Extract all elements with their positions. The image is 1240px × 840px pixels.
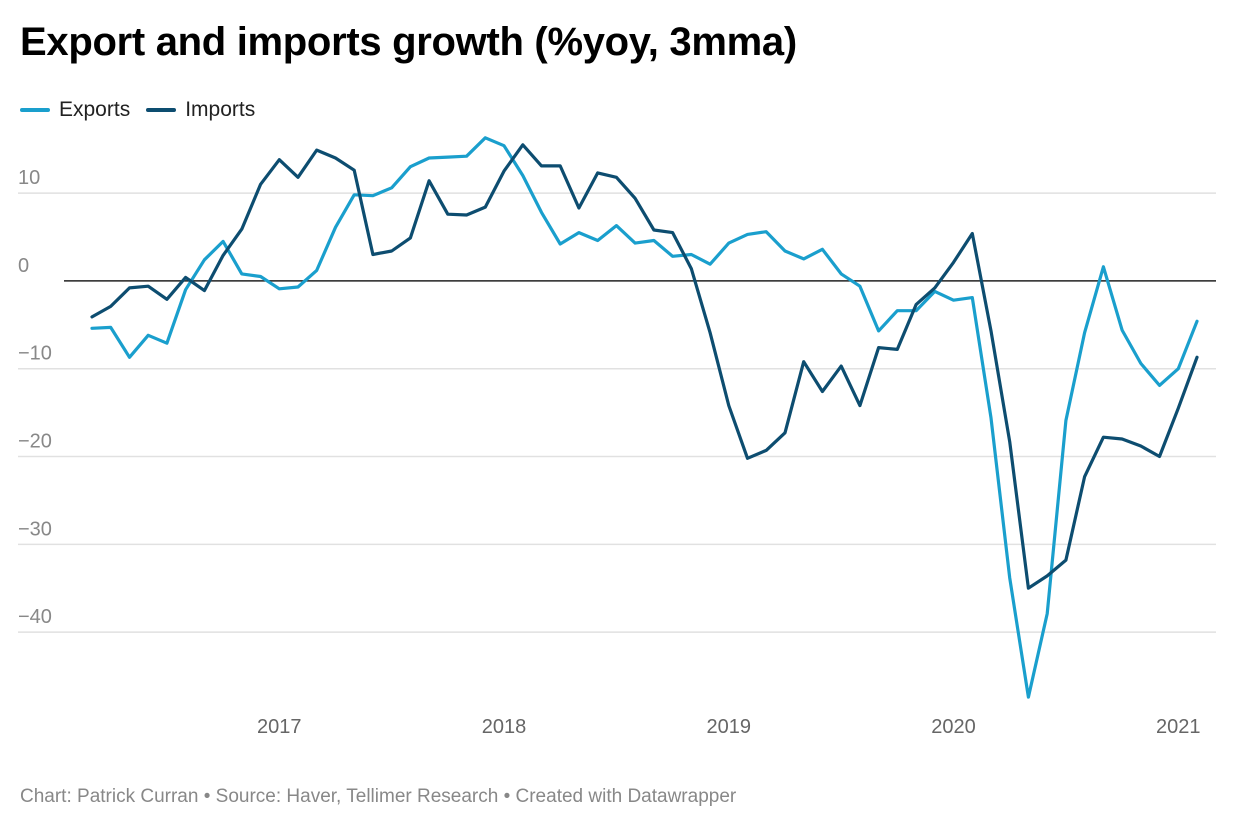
y-tick-label: −40 — [18, 606, 52, 628]
series-line-imports — [90, 143, 1199, 590]
y-tick-label: 10 — [18, 167, 40, 189]
x-axis-ticks: 2017 2018 2019 2020 2021 — [257, 716, 1200, 738]
series-lines — [90, 136, 1199, 699]
x-tick-label: 2020 — [931, 716, 976, 738]
legend-swatch-imports — [146, 108, 177, 112]
y-tick-label: −30 — [18, 518, 52, 540]
x-tick-label: 2017 — [257, 716, 302, 738]
x-tick-label: 2021 — [1156, 716, 1201, 738]
y-tick-label: 0 — [18, 255, 29, 277]
legend-item-exports: Exports — [20, 98, 130, 122]
y-tick-label: −20 — [18, 431, 52, 453]
y-tick-label: −10 — [18, 343, 52, 365]
legend-item-imports: Imports — [146, 98, 255, 122]
legend: Exports Imports — [20, 98, 271, 122]
legend-label-imports: Imports — [185, 98, 256, 121]
y-axis-ticks: 10 0 −10 −20 −30 −40 — [18, 167, 52, 628]
series-line-exports — [90, 136, 1199, 699]
chart-footer: Chart: Patrick Curran • Source: Haver, T… — [20, 786, 737, 807]
x-tick-label: 2019 — [707, 716, 752, 738]
line-chart: 10 0 −10 −20 −30 −40 2017 2018 2019 2020 2021 — [18, 136, 1216, 738]
legend-label-exports: Exports — [59, 98, 131, 121]
legend-swatch-exports — [20, 108, 50, 112]
gridlines — [18, 192, 1216, 633]
x-tick-label: 2018 — [482, 716, 527, 738]
chart-title: Export and imports growth (%yoy, 3mma) — [20, 20, 797, 64]
